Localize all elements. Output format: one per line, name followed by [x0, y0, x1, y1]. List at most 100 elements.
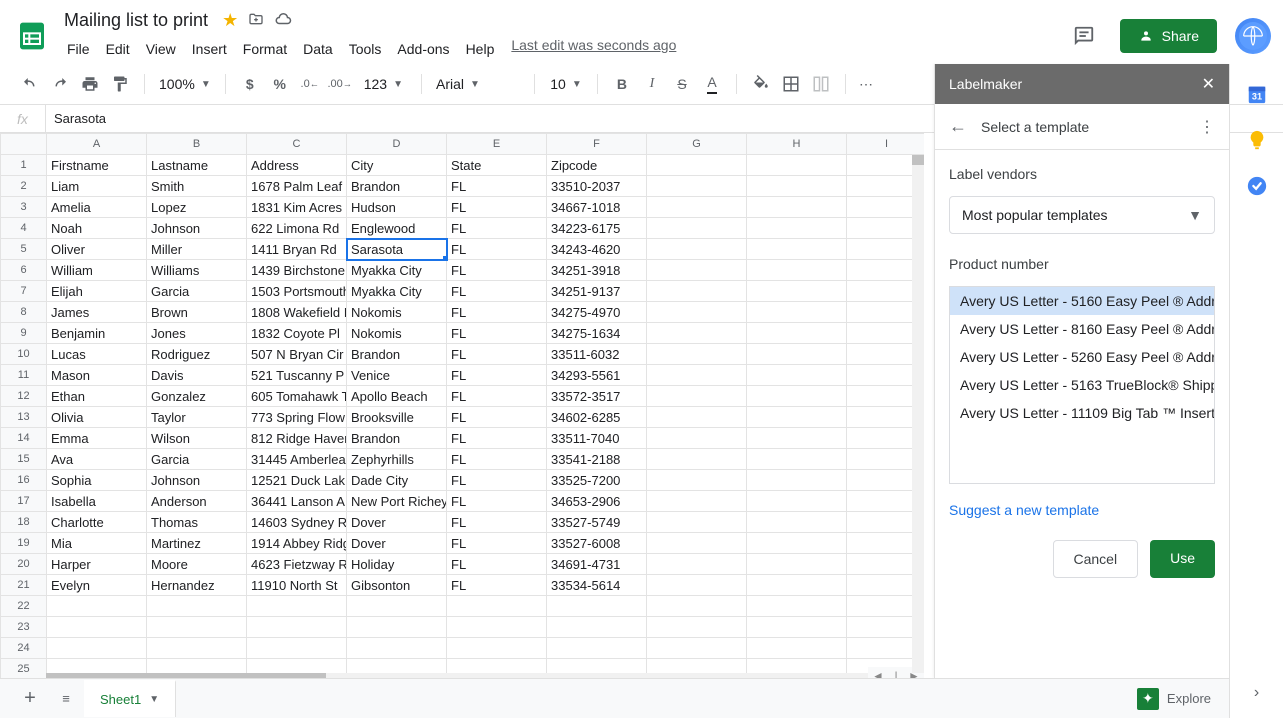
comments-icon[interactable] — [1066, 18, 1102, 54]
all-sheets-icon[interactable]: ≡ — [48, 681, 84, 717]
cell[interactable]: Jones — [147, 323, 247, 344]
cell[interactable] — [747, 176, 847, 197]
product-item[interactable]: Avery US Letter - 5160 Easy Peel ® Addre… — [950, 287, 1214, 315]
column-header[interactable]: H — [747, 134, 847, 155]
cell[interactable]: 33541-2188 — [547, 449, 647, 470]
cell[interactable]: FL — [447, 323, 547, 344]
borders-icon[interactable] — [777, 70, 805, 98]
cell[interactable] — [747, 302, 847, 323]
strikethrough-icon[interactable]: S — [668, 70, 696, 98]
cell[interactable] — [747, 407, 847, 428]
suggest-template-link[interactable]: Suggest a new template — [949, 502, 1099, 518]
row-header[interactable]: 17 — [1, 491, 47, 512]
cell[interactable]: Noah — [47, 218, 147, 239]
spreadsheet-grid[interactable]: ABCDEFGHI1FirstnameLastnameAddressCitySt… — [0, 133, 924, 680]
cell[interactable]: FL — [447, 344, 547, 365]
keep-icon[interactable] — [1245, 128, 1269, 152]
cell[interactable]: Wilson — [147, 428, 247, 449]
cell[interactable] — [647, 176, 747, 197]
cell[interactable] — [647, 197, 747, 218]
cell[interactable] — [747, 617, 847, 638]
column-header[interactable]: G — [647, 134, 747, 155]
star-icon[interactable]: ★ — [222, 10, 238, 31]
cell[interactable]: 34293-5561 — [547, 365, 647, 386]
cell[interactable] — [47, 638, 147, 659]
cell[interactable]: 11910 North St — [247, 575, 347, 596]
cell[interactable] — [447, 596, 547, 617]
back-arrow-icon[interactable]: ← — [949, 116, 967, 137]
cell[interactable]: Brooksville — [347, 407, 447, 428]
row-header[interactable]: 10 — [1, 344, 47, 365]
cell[interactable]: Venice — [347, 365, 447, 386]
menu-tools[interactable]: Tools — [342, 37, 389, 61]
cell[interactable]: Lastname — [147, 155, 247, 176]
row-header[interactable]: 15 — [1, 449, 47, 470]
cell[interactable] — [747, 470, 847, 491]
font-size-dropdown[interactable]: 10 ▼ — [541, 72, 591, 96]
cell[interactable]: 34243-4620 — [547, 239, 647, 260]
cell[interactable] — [747, 596, 847, 617]
cell[interactable]: Ava — [47, 449, 147, 470]
cell[interactable]: Lopez — [147, 197, 247, 218]
cell[interactable]: New Port Richey — [347, 491, 447, 512]
cell[interactable]: 1503 Portsmouth — [247, 281, 347, 302]
cell[interactable]: Myakka City — [347, 260, 447, 281]
column-header[interactable]: F — [547, 134, 647, 155]
cell[interactable]: 33510-2037 — [547, 176, 647, 197]
cell[interactable]: FL — [447, 302, 547, 323]
cell[interactable]: FL — [447, 491, 547, 512]
sheet-tab-dropdown-icon[interactable]: ▼ — [149, 694, 159, 705]
row-header[interactable]: 18 — [1, 512, 47, 533]
cell[interactable]: Hudson — [347, 197, 447, 218]
cell[interactable] — [747, 239, 847, 260]
cell[interactable] — [747, 638, 847, 659]
cell[interactable] — [747, 512, 847, 533]
percent-icon[interactable]: % — [266, 70, 294, 98]
cell[interactable] — [747, 491, 847, 512]
cell[interactable] — [647, 407, 747, 428]
cell[interactable] — [347, 617, 447, 638]
cell[interactable]: Taylor — [147, 407, 247, 428]
cell[interactable]: 1411 Bryan Rd — [247, 239, 347, 260]
cell[interactable] — [647, 239, 747, 260]
increase-decimal-icon[interactable]: .00→ — [326, 70, 354, 98]
product-item[interactable]: Avery US Letter - 5260 Easy Peel ® Addre… — [950, 343, 1214, 371]
cell[interactable]: FL — [447, 386, 547, 407]
cell[interactable] — [647, 575, 747, 596]
row-header[interactable]: 2 — [1, 176, 47, 197]
cell[interactable]: Isabella — [47, 491, 147, 512]
close-icon[interactable]: ✕ — [1202, 74, 1215, 94]
last-edit-link[interactable]: Last edit was seconds ago — [511, 37, 676, 61]
cell[interactable]: Johnson — [147, 470, 247, 491]
cell[interactable]: FL — [447, 554, 547, 575]
cell[interactable]: FL — [447, 575, 547, 596]
cell[interactable]: Moore — [147, 554, 247, 575]
cell[interactable]: 1808 Wakefield I — [247, 302, 347, 323]
row-header[interactable]: 19 — [1, 533, 47, 554]
cell[interactable]: 521 Tuscanny P — [247, 365, 347, 386]
cell[interactable]: 1832 Coyote Pl — [247, 323, 347, 344]
cell[interactable] — [47, 596, 147, 617]
cancel-button[interactable]: Cancel — [1053, 540, 1139, 578]
cell[interactable]: Gibsonton — [347, 575, 447, 596]
tasks-icon[interactable] — [1245, 174, 1269, 198]
cell[interactable] — [447, 638, 547, 659]
cell[interactable]: Dover — [347, 512, 447, 533]
cell[interactable]: Benjamin — [47, 323, 147, 344]
column-header[interactable]: D — [347, 134, 447, 155]
cell[interactable]: James — [47, 302, 147, 323]
fill-color-icon[interactable] — [747, 70, 775, 98]
cell[interactable] — [647, 323, 747, 344]
cell[interactable]: Thomas — [147, 512, 247, 533]
cell[interactable] — [747, 365, 847, 386]
cell[interactable] — [647, 512, 747, 533]
paint-format-icon[interactable] — [106, 70, 134, 98]
cell[interactable] — [747, 197, 847, 218]
product-item[interactable]: Avery US Letter - 8160 Easy Peel ® Addre… — [950, 315, 1214, 343]
cell[interactable] — [547, 617, 647, 638]
merge-cells-icon[interactable] — [807, 70, 835, 98]
cell[interactable]: Zephyrhills — [347, 449, 447, 470]
sheets-logo[interactable] — [12, 16, 52, 56]
menu-help[interactable]: Help — [459, 37, 502, 61]
cell[interactable]: Amelia — [47, 197, 147, 218]
